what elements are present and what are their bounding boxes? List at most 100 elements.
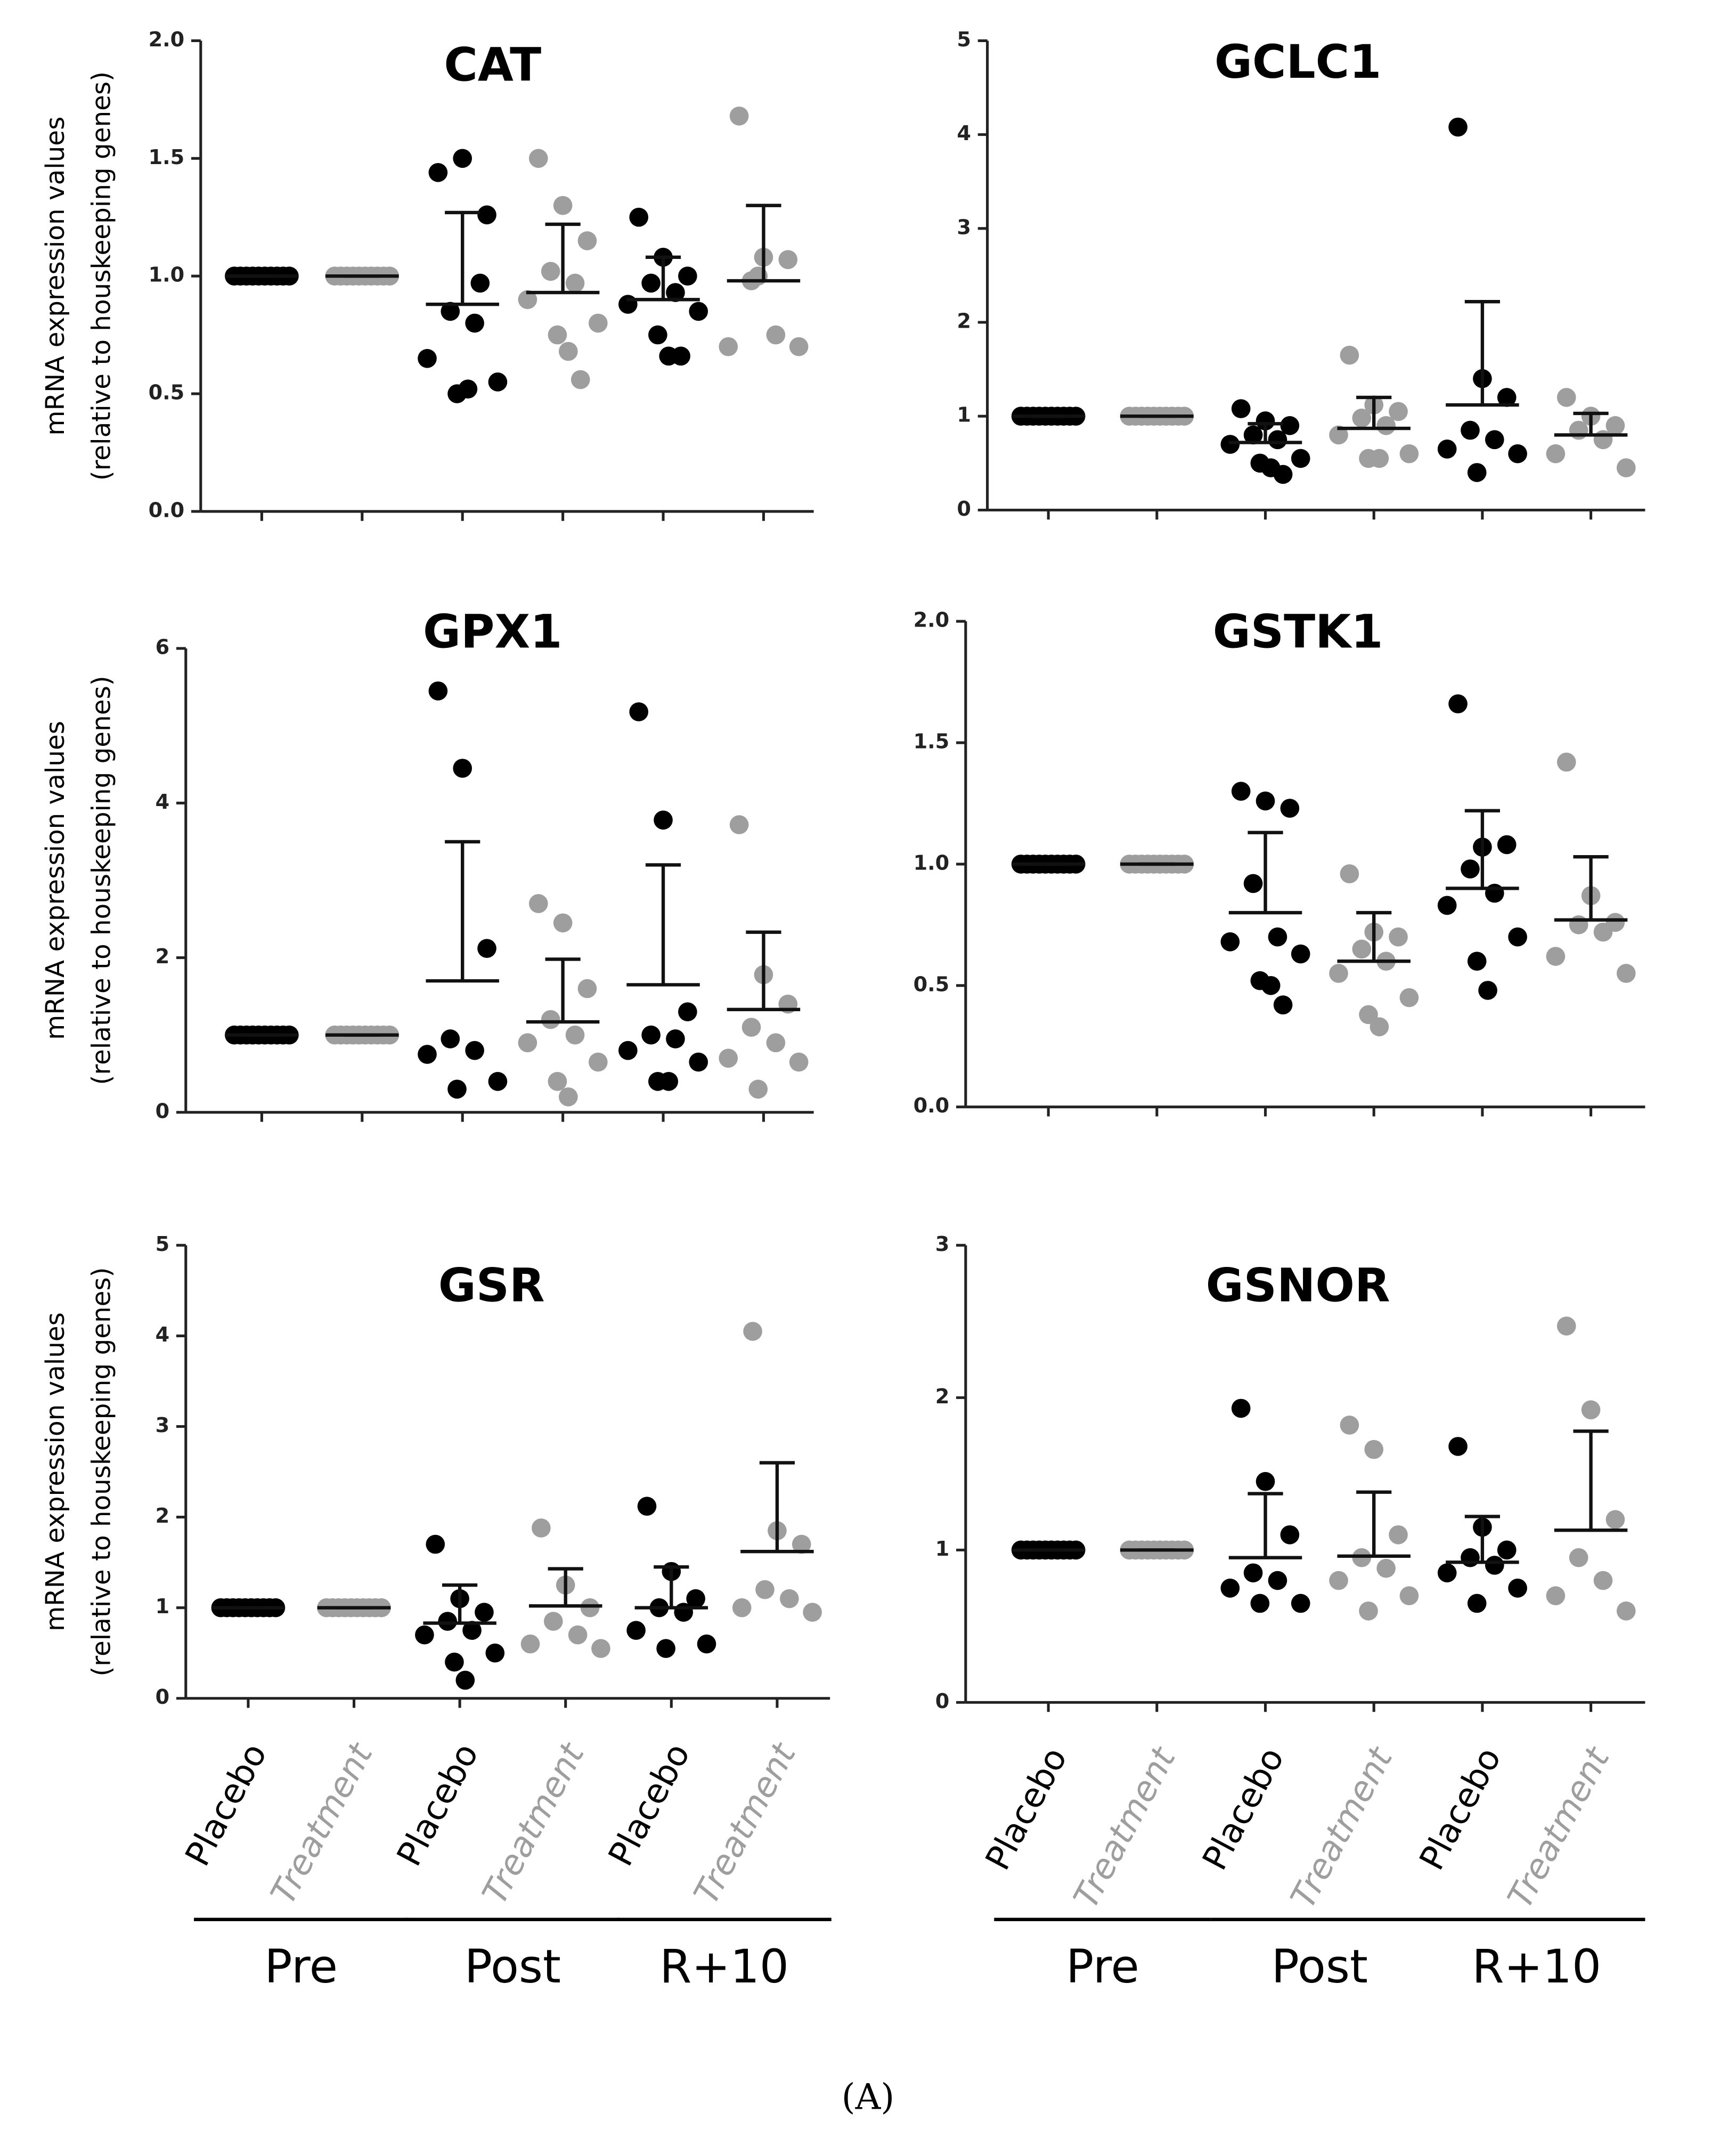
data-point (1220, 932, 1240, 952)
data-point (528, 149, 548, 168)
category-label: Treatment (687, 1736, 804, 1911)
y-tick-label: 1 (935, 1538, 950, 1561)
data-point (568, 1625, 588, 1645)
category-label: Treatment (475, 1736, 593, 1911)
data-point (1280, 799, 1300, 818)
error-bar (1573, 855, 1609, 920)
data-point (589, 1052, 608, 1072)
data-point (1497, 1540, 1517, 1560)
data-point (441, 1029, 460, 1048)
chart-title: GSR (438, 1259, 545, 1313)
data-point (426, 1534, 445, 1554)
data-point (1569, 915, 1588, 934)
data-point (1268, 927, 1287, 947)
data-point (1291, 944, 1310, 964)
data-point (1581, 1400, 1601, 1420)
data-point (743, 1322, 762, 1341)
data-point (558, 342, 578, 361)
category-label: Placebo (1412, 1741, 1509, 1876)
y-tick-label: 2 (935, 1385, 950, 1409)
data-point (1461, 859, 1480, 879)
data-point (1485, 430, 1504, 450)
data-point (541, 1010, 560, 1029)
data-point (1467, 1594, 1487, 1613)
data-point (719, 1048, 738, 1068)
y-tick-label: 4 (156, 791, 170, 814)
error-bar (545, 957, 581, 1022)
error-bar (654, 1565, 689, 1608)
data-point (1616, 458, 1636, 477)
category-label: Placebo (1195, 1741, 1292, 1876)
category-label: Treatment (263, 1736, 381, 1911)
category-label: Placebo (601, 1737, 698, 1872)
y-tick-label: 1.5 (149, 146, 185, 169)
data-point (438, 1612, 458, 1631)
data-point (1329, 1571, 1348, 1590)
data-point (528, 894, 548, 913)
error-bar (1248, 1492, 1283, 1558)
data-point (477, 939, 496, 958)
data-point (1370, 1017, 1389, 1037)
y-tick-label: 4 (957, 122, 971, 145)
chart-title: CAT (444, 38, 541, 92)
data-point (465, 1041, 484, 1060)
data-point (1556, 388, 1576, 407)
data-point (618, 295, 638, 314)
data-point (1399, 444, 1419, 464)
data-point (1220, 1579, 1240, 1598)
data-point (580, 1598, 600, 1617)
y-tick-label: 2.0 (914, 609, 950, 632)
data-point (1250, 1594, 1270, 1613)
data-point (1546, 1586, 1566, 1606)
data-point (1461, 1548, 1480, 1567)
data-point (789, 1052, 809, 1072)
data-point (558, 1087, 578, 1107)
data-point (1478, 981, 1497, 1000)
y-tick-label: 2 (156, 1505, 170, 1528)
data-point (458, 379, 478, 399)
data-point (1437, 1563, 1457, 1583)
data-point (648, 325, 667, 345)
data-point (678, 1002, 697, 1021)
category-label: Placebo (389, 1737, 486, 1872)
data-point (445, 1652, 464, 1672)
y-tick-label: 2.0 (149, 28, 185, 52)
data-point (1399, 1586, 1419, 1606)
error-bar (545, 222, 581, 293)
data-point (656, 1639, 675, 1659)
data-point (666, 1029, 685, 1048)
data-point (1556, 752, 1576, 772)
data-point (1340, 1416, 1359, 1435)
group-label: Pre (1066, 1940, 1139, 1994)
data-point (548, 1071, 567, 1091)
data-point (1273, 995, 1293, 1015)
data-point (641, 1025, 661, 1045)
data-point (732, 1598, 752, 1617)
data-point (1593, 1571, 1613, 1590)
y-tick-label: 1 (156, 1595, 170, 1619)
data-point (1546, 444, 1566, 464)
data-point (488, 1071, 508, 1091)
y-tick-label: 3 (957, 216, 971, 239)
data-point (1340, 864, 1359, 883)
data-point (1231, 782, 1251, 801)
data-point (1268, 1571, 1287, 1590)
data-point (477, 205, 496, 225)
data-point (1243, 1563, 1263, 1583)
error-bar (1248, 422, 1283, 443)
y-axis-label: (relative to houskeeping genes) (87, 676, 117, 1085)
data-point (1616, 964, 1636, 983)
error-bar (548, 1567, 583, 1606)
data-point (1569, 420, 1588, 440)
group-label: Pre (264, 1940, 338, 1994)
error-bar (442, 1583, 478, 1623)
data-point (453, 149, 472, 168)
data-point (1243, 425, 1263, 445)
data-point (455, 1670, 475, 1690)
y-tick-label: 0 (957, 498, 971, 521)
data-point (1605, 1510, 1625, 1529)
y-tick-label: 1.0 (149, 264, 185, 287)
group-label: Post (464, 1940, 561, 1994)
category-label: Treatment (1500, 1740, 1618, 1915)
